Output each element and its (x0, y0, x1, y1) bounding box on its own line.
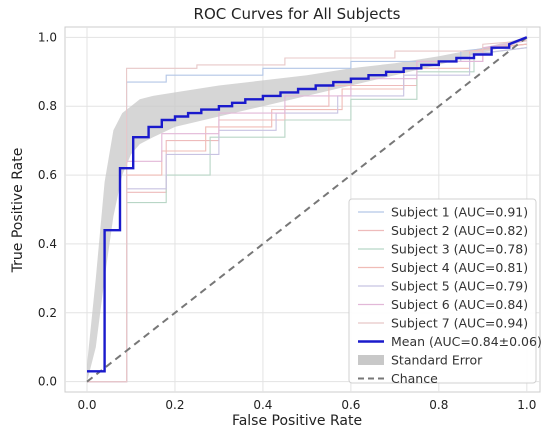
y-tick-label: 0.8 (38, 99, 57, 113)
x-tick-label: 0.6 (341, 398, 360, 412)
subject-5-curve (87, 47, 527, 383)
x-tick-label: 0.4 (253, 398, 272, 412)
y-tick-label: 1.0 (38, 30, 57, 44)
subject-4-curve (87, 43, 527, 383)
legend-subject-7-label: Subject 7 (AUC=0.94) (391, 316, 528, 331)
legend-box (348, 198, 537, 384)
chance-line (86, 36, 528, 383)
subject-3-curve (87, 47, 527, 383)
legend-standard-error-label: Standard Error (391, 353, 483, 368)
x-tick-labels: 0.0 0.2 0.4 0.6 0.8 1.0 (77, 398, 536, 412)
legend-subject-2-label: Subject 2 (AUC=0.82) (391, 223, 528, 238)
y-axis-label: True Positive Rate (10, 148, 26, 274)
y-tick-labels: 0.0 0.2 0.4 0.6 0.8 1.0 (38, 30, 57, 388)
legend: Subject 1 (AUC=0.91) Subject 2 (AUC=0.82)… (348, 198, 542, 386)
x-tick-label: 0.8 (429, 398, 448, 412)
legend-subject-3-label: Subject 3 (AUC=0.78) (391, 242, 528, 257)
x-axis-label: False Positive Rate (232, 413, 362, 429)
legend-subject-1-label: Subject 1 (AUC=0.91) (391, 205, 528, 220)
subject-7-curve (87, 40, 527, 383)
x-tick-label: 1.0 (517, 398, 536, 412)
y-tick-label: 0.6 (38, 168, 57, 182)
chance-diagonal (86, 36, 528, 383)
x-tick-label: 0.0 (77, 398, 96, 412)
legend-subject-5-label: Subject 5 (AUC=0.79) (391, 279, 528, 294)
legend-subject-6-label: Subject 6 (AUC=0.84) (391, 297, 528, 312)
legend-chance-label: Chance (391, 371, 438, 386)
chart-title: ROC Curves for All Subjects (194, 5, 401, 23)
legend-subject-4-label: Subject 4 (AUC=0.81) (391, 260, 528, 275)
legend-mean-label: Mean (AUC=0.84±0.06) (391, 334, 542, 349)
x-tick-label: 0.2 (165, 398, 184, 412)
mean-roc-curve (87, 36, 528, 373)
y-tick-label: 0.0 (38, 375, 57, 389)
legend-standard-error-swatch (358, 355, 384, 365)
y-tick-label: 0.4 (38, 237, 57, 251)
mean-curve (87, 36, 528, 373)
y-tick-label: 0.2 (38, 306, 57, 320)
